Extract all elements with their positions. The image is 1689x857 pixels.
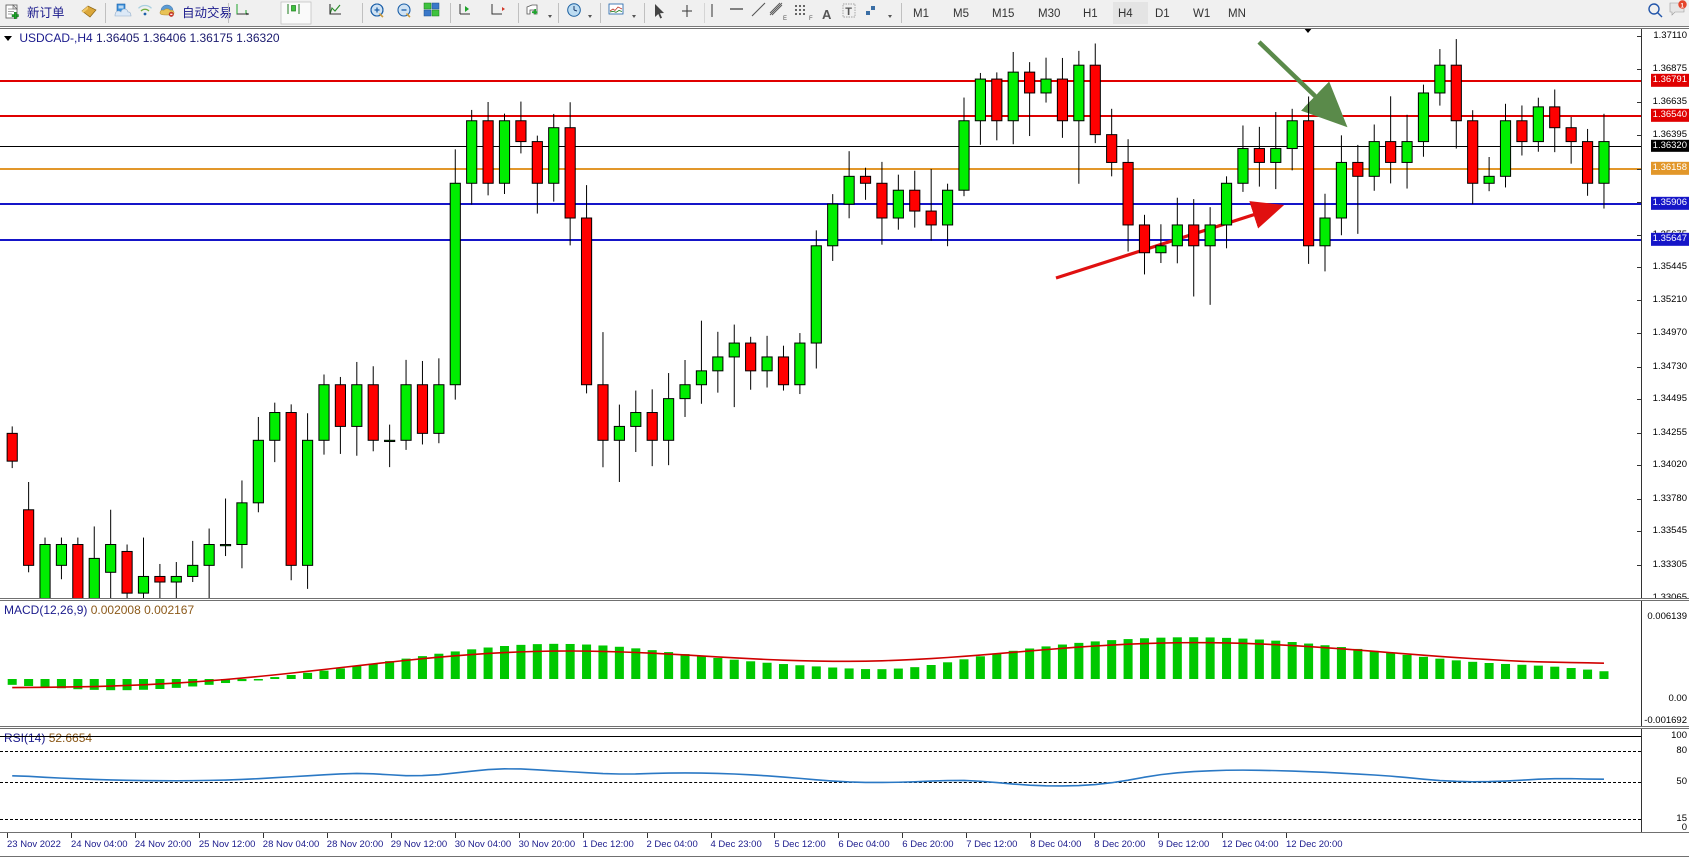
svg-text:H4: H4 bbox=[1118, 8, 1133, 20]
svg-text:D1: D1 bbox=[1155, 8, 1170, 20]
svg-text:F: F bbox=[809, 16, 813, 22]
svg-text:W1: W1 bbox=[1193, 8, 1210, 20]
svg-text:M15: M15 bbox=[992, 8, 1014, 20]
svg-text:M30: M30 bbox=[1038, 8, 1060, 20]
svg-text:H1: H1 bbox=[1083, 8, 1098, 20]
svg-text:新订单: 新订单 bbox=[27, 5, 65, 20]
svg-text:MN: MN bbox=[1228, 8, 1246, 20]
svg-text:A: A bbox=[822, 7, 832, 22]
svg-text:T: T bbox=[845, 6, 852, 18]
svg-text:M1: M1 bbox=[913, 8, 929, 20]
svg-text:M5: M5 bbox=[953, 8, 969, 20]
svg-text:自动交易: 自动交易 bbox=[182, 5, 232, 20]
svg-text:E: E bbox=[783, 16, 787, 22]
